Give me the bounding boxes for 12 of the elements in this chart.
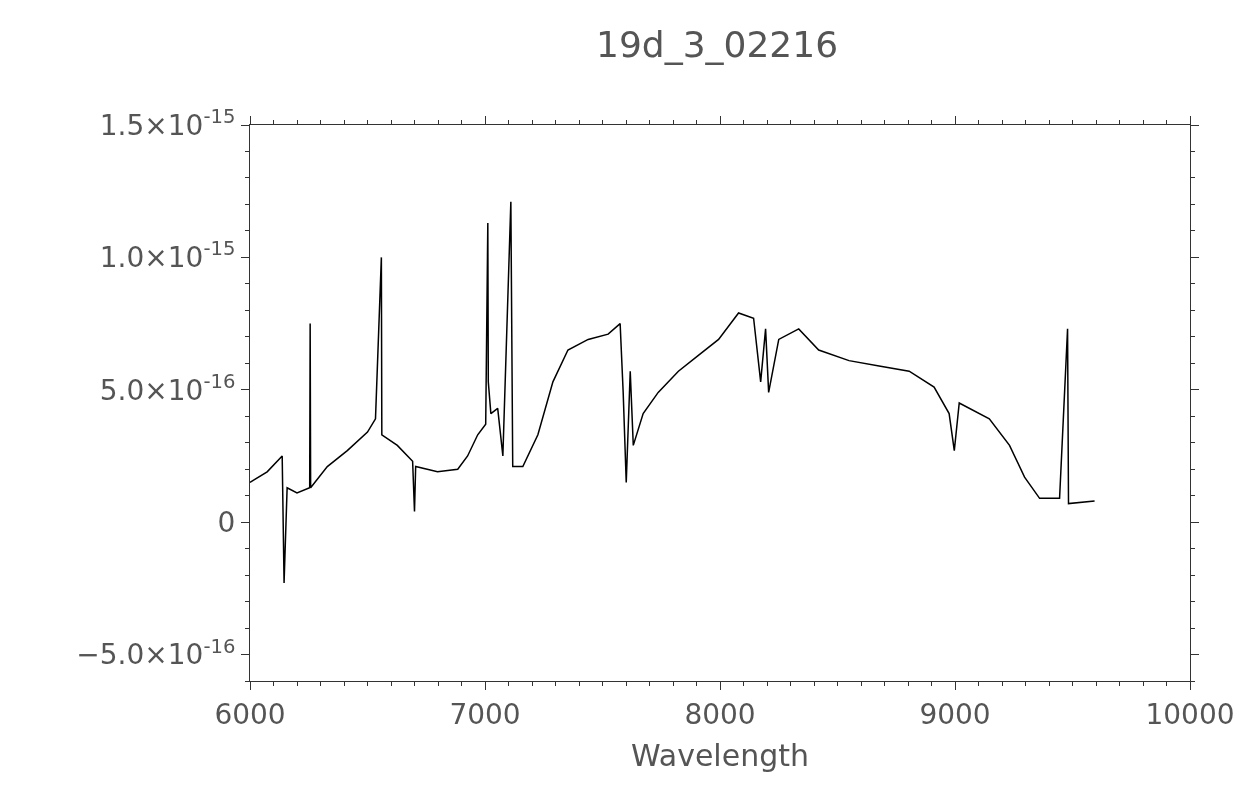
x-tick-label: 9000 (919, 697, 991, 731)
y-tick-label: 0 (217, 505, 236, 539)
y-tick-label: 1.0×10$^{-15}$ (99, 237, 236, 275)
y-tick-label: 5.0×10$^{-16}$ (99, 369, 236, 407)
x-axis-title: Wavelength (631, 738, 809, 774)
x-tick-label: 8000 (684, 697, 756, 731)
x-tick-label: 10000 (1145, 697, 1235, 731)
y-tick-label: −5.0×10$^{-16}$ (76, 634, 236, 672)
x-tick-label: 7000 (449, 697, 521, 731)
y-tick-label: 1.5×10$^{-15}$ (99, 105, 236, 142)
x-tick-label: 6000 (214, 697, 286, 731)
chart-title: 19d_3_02216 (596, 23, 839, 65)
